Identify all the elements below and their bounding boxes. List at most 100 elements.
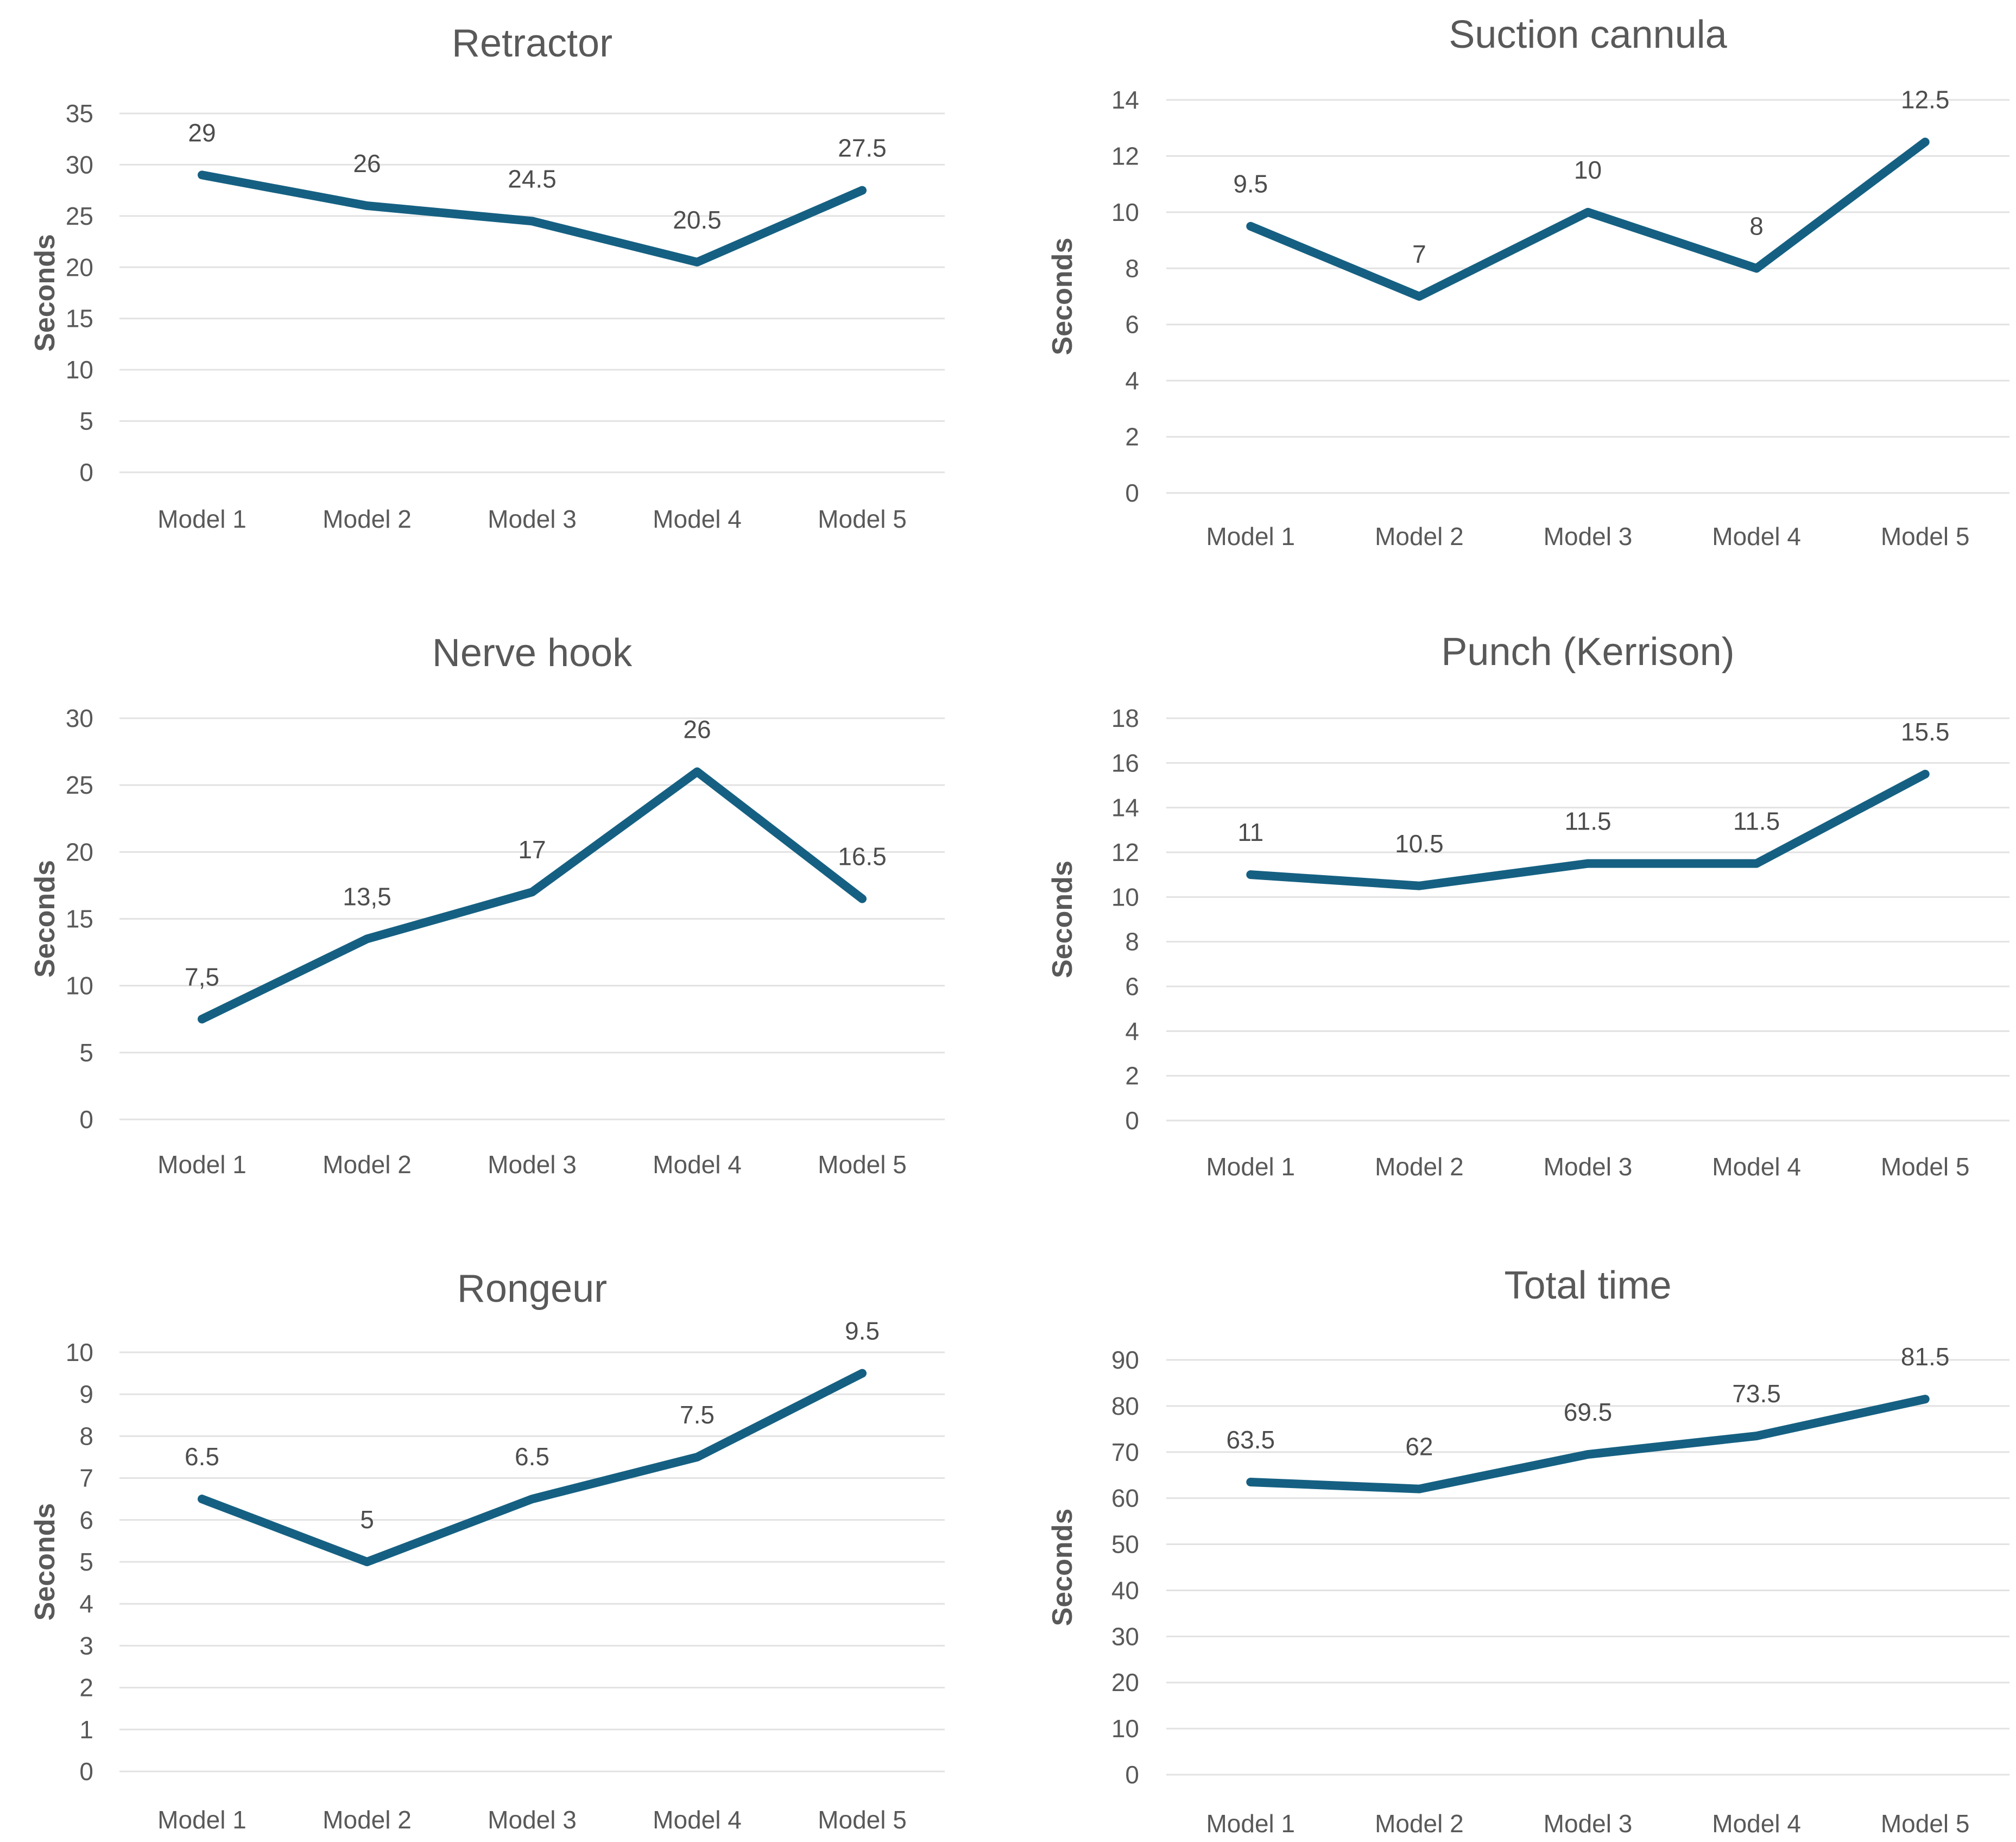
y-tick-label: 2 xyxy=(79,1674,93,1702)
x-category-label: Model 1 xyxy=(1206,1153,1295,1181)
chart-panel-rongeur: 0 1 2 3 4 5 6 7 8 9 10 Model 1 Model 2 Model 3 Model 4… xyxy=(0,1228,1008,1842)
data-line xyxy=(1246,137,1930,301)
x-category-label: Model 1 xyxy=(1206,522,1295,550)
chart-title: Total time xyxy=(1504,1264,1671,1307)
y-tick-label: 0 xyxy=(1125,1106,1139,1135)
y-axis-title: Seconds xyxy=(1047,860,1078,978)
y-tick-label: 80 xyxy=(1111,1392,1139,1420)
chart-panel-suction-cannula: 0 2 4 6 8 10 12 14 Model 1 Model 2 Model 3 Model 4 M… xyxy=(1008,0,2016,614)
y-tick-label: 7 xyxy=(79,1464,93,1492)
data-label: 29 xyxy=(188,118,216,147)
retractor-line-chart: 0 5 10 15 20 25 30 35 Model 1 Model 2 Model 3 Model… xyxy=(29,22,945,533)
y-tick-label: 30 xyxy=(66,704,93,732)
y-tick-label: 10 xyxy=(66,972,93,1000)
y-tick-label: 5 xyxy=(79,1039,93,1067)
y-tick-label: 25 xyxy=(66,202,93,230)
y-tick-label: 5 xyxy=(79,407,93,435)
chart-title: Retractor xyxy=(452,22,612,65)
data-label: 81.5 xyxy=(1901,1343,1950,1371)
y-tick-label: 12 xyxy=(1111,142,1139,170)
x-category-label: Model 4 xyxy=(1712,1809,1801,1838)
y-axis-title: Seconds xyxy=(29,1503,61,1621)
y-tick-label: 6 xyxy=(79,1506,93,1534)
x-category-label: Model 2 xyxy=(1375,1809,1464,1838)
data-label: 17 xyxy=(518,835,546,864)
y-tick-label: 8 xyxy=(1125,928,1139,956)
y-tick-label: 70 xyxy=(1111,1438,1139,1466)
x-category-label: Model 5 xyxy=(818,505,907,533)
y-tick-label: 2 xyxy=(1125,1062,1139,1090)
x-category-label: Model 3 xyxy=(1544,1809,1633,1838)
y-tick-label: 60 xyxy=(1111,1484,1139,1512)
data-label: 11 xyxy=(1237,818,1263,846)
data-line xyxy=(1246,1395,1930,1493)
chart-panel-total-time: 0 10 20 30 40 50 60 70 80 90 Model 1 Model 2 Model 3… xyxy=(1008,1228,2016,1842)
x-category-label: Model 1 xyxy=(1206,1809,1295,1838)
y-tick-label: 0 xyxy=(1125,1761,1139,1789)
y-tick-label: 16 xyxy=(1111,749,1139,777)
x-category-label: Model 4 xyxy=(653,1806,742,1834)
x-category-label: Model 3 xyxy=(488,505,577,533)
x-category-label: Model 5 xyxy=(818,1806,907,1834)
x-category-label: Model 5 xyxy=(1881,1809,1970,1838)
data-label: 11.5 xyxy=(1733,807,1780,835)
x-category-label: Model 2 xyxy=(1375,1153,1464,1181)
y-tick-label: 30 xyxy=(1111,1622,1139,1650)
x-category-label: Model 1 xyxy=(157,505,247,533)
y-tick-label: 20 xyxy=(66,253,93,281)
total-time-line-chart: 0 10 20 30 40 50 60 70 80 90 Model 1 Model 2 Model 3… xyxy=(1047,1264,2009,1838)
data-label: 9.5 xyxy=(845,1317,880,1345)
y-axis-title: Seconds xyxy=(29,860,61,978)
data-label: 69.5 xyxy=(1564,1398,1613,1426)
y-tick-label: 25 xyxy=(66,771,93,799)
y-tick-label: 5 xyxy=(79,1548,93,1576)
data-label: 24.5 xyxy=(508,164,557,193)
data-label: 7.5 xyxy=(680,1401,715,1429)
y-tick-label: 10 xyxy=(1111,883,1139,911)
data-label: 12.5 xyxy=(1901,86,1950,114)
data-label: 9.5 xyxy=(1233,170,1268,198)
y-tick-label: 18 xyxy=(1111,704,1139,732)
y-tick-label: 9 xyxy=(79,1380,93,1408)
x-category-label: Model 2 xyxy=(323,1806,412,1834)
y-tick-label: 2 xyxy=(1125,423,1139,451)
x-category-label: Model 5 xyxy=(818,1150,907,1179)
data-label: 15.5 xyxy=(1901,718,1950,746)
x-category-label: Model 2 xyxy=(323,505,412,533)
y-tick-label: 10 xyxy=(1111,198,1139,226)
data-label: 73.5 xyxy=(1732,1379,1781,1408)
y-tick-label: 4 xyxy=(1125,366,1139,395)
chart-title: Punch (Kerrison) xyxy=(1441,630,1734,674)
data-label: 10.5 xyxy=(1395,830,1444,858)
y-tick-label: 6 xyxy=(1125,311,1139,339)
y-tick-label: 10 xyxy=(66,356,93,384)
y-tick-label: 8 xyxy=(1125,254,1139,282)
data-label: 63.5 xyxy=(1227,1426,1275,1454)
x-category-label: Model 3 xyxy=(488,1806,577,1834)
x-category-label: Model 4 xyxy=(1712,522,1801,550)
y-tick-label: 0 xyxy=(79,1105,93,1134)
data-label: 13,5 xyxy=(343,882,391,910)
data-label: 20.5 xyxy=(673,206,722,234)
suction-cannula-line-chart: 0 2 4 6 8 10 12 14 Model 1 Model 2 Model 3 Model 4 M… xyxy=(1047,13,2009,550)
chart-panel-nerve-hook: 0 5 10 15 20 25 30 Model 1 Model 2 Model 3 Model 4… xyxy=(0,614,1008,1228)
data-label: 11.5 xyxy=(1564,807,1611,835)
y-tick-label: 15 xyxy=(66,305,93,333)
data-label: 6.5 xyxy=(515,1442,549,1471)
x-category-label: Model 1 xyxy=(157,1806,247,1834)
y-tick-label: 90 xyxy=(1111,1346,1139,1374)
data-line xyxy=(198,1369,867,1566)
y-tick-label: 14 xyxy=(1111,794,1139,822)
y-tick-label: 0 xyxy=(79,1757,93,1786)
y-tick-label: 20 xyxy=(66,838,93,866)
chart-title: Rongeur xyxy=(457,1267,607,1311)
data-label: 10 xyxy=(1574,156,1602,184)
data-label: 6.5 xyxy=(185,1442,219,1471)
x-category-label: Model 4 xyxy=(653,505,742,533)
chart-panel-retractor: 0 5 10 15 20 25 30 35 Model 1 Model 2 Model 3 Model… xyxy=(0,0,1008,614)
data-line xyxy=(1246,769,1930,890)
y-tick-label: 35 xyxy=(66,99,93,128)
data-label: 7 xyxy=(1412,240,1426,268)
x-category-label: Model 5 xyxy=(1881,522,1970,550)
